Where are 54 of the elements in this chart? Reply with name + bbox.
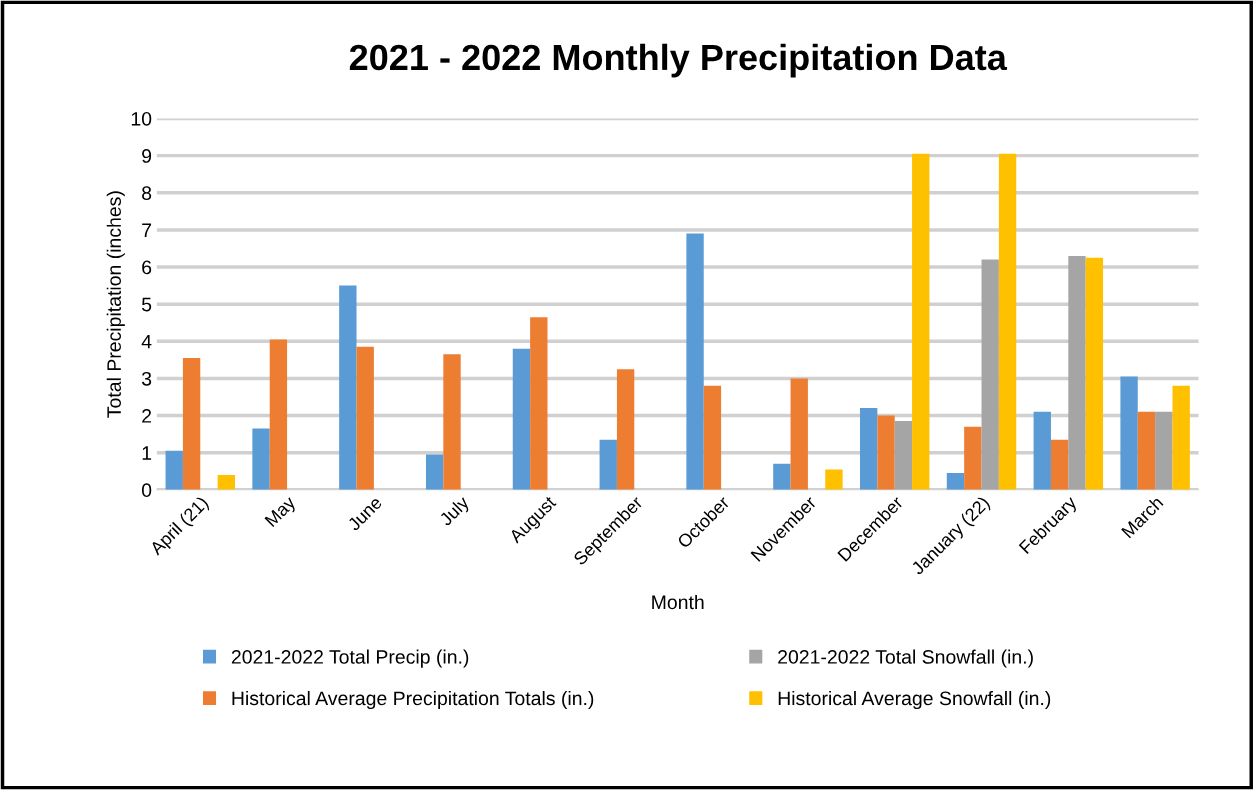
bar: [912, 153, 930, 490]
bar: [165, 450, 183, 490]
bar: [1033, 411, 1051, 490]
bar: [269, 339, 288, 490]
bar: [981, 259, 999, 490]
bar: [703, 385, 722, 490]
bar: [530, 317, 548, 490]
bar: [425, 454, 444, 490]
bar: [946, 473, 965, 490]
y-tick-label: 1: [142, 446, 152, 460]
y-tick-label: 0: [141, 483, 152, 498]
x-tick-label: July: [438, 494, 473, 530]
x-axis-title: Month: [652, 594, 704, 610]
bar: [998, 153, 1017, 490]
y-tick-label: 2: [142, 409, 152, 423]
bar: [616, 369, 635, 490]
y-tick-label: 3: [141, 371, 152, 386]
bar: [877, 415, 895, 490]
bar: [1155, 411, 1173, 490]
bar: [356, 346, 374, 490]
bar: [894, 421, 913, 490]
bar: [339, 285, 357, 490]
bar: [773, 463, 791, 490]
bar: [1120, 376, 1138, 490]
bar: [599, 439, 617, 490]
y-tick-label: 10: [131, 111, 152, 126]
bar: [512, 348, 531, 490]
y-axis-title: Total Precipitation (inches): [106, 191, 125, 418]
bar: [825, 469, 843, 490]
bar: [443, 354, 461, 490]
chart-title: 2021 - 2022 Monthly Precipitation Data: [349, 43, 1008, 78]
legend-label: Historical Average Snowfall (in.): [778, 690, 1051, 710]
bar: [790, 378, 808, 490]
bar: [1172, 385, 1190, 490]
bar: [182, 357, 201, 490]
y-tick-label: 8: [142, 186, 152, 200]
y-tick-label: 6: [142, 260, 152, 275]
y-tick-label: 7: [142, 223, 152, 237]
legend-label: 2021-2022 Total Snowfall (in.): [778, 649, 1033, 668]
x-tick-label: May: [264, 495, 299, 530]
legend-label: Historical Average Precipitation Totals (in.): [232, 690, 594, 710]
bar: [1137, 411, 1156, 490]
y-tick-label: 4: [141, 334, 152, 349]
bar: [1085, 257, 1104, 490]
bar: [1050, 439, 1069, 490]
bar: [859, 408, 878, 490]
bar: [1068, 255, 1086, 490]
bar: [964, 426, 982, 490]
y-tick-label: 9: [142, 149, 152, 163]
bar: [217, 474, 235, 490]
y-tick-label: 5: [141, 297, 152, 312]
bar: [686, 233, 704, 490]
bar: [252, 428, 270, 490]
legend-label: 2021-2022 Total Precip (in.): [231, 649, 469, 668]
